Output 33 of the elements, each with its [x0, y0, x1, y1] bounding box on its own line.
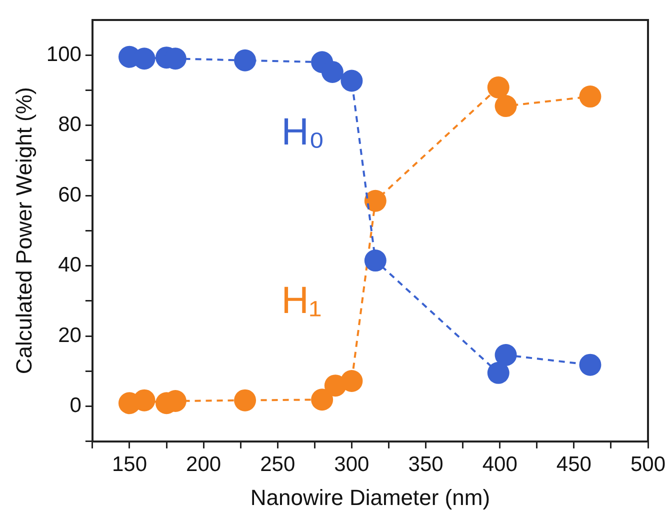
point [321, 60, 344, 83]
x-axis-title: Nanowire Diameter (nm) [250, 484, 490, 510]
point [579, 354, 602, 376]
x-tick-label: 400 [482, 452, 518, 476]
series-label: H₀ [281, 111, 325, 154]
point [340, 70, 363, 92]
x-tick-label: 450 [556, 452, 592, 476]
x-tick-label: 250 [260, 452, 296, 476]
x-tick-label: 350 [408, 452, 444, 476]
y-tick-label: 100 [46, 42, 82, 66]
point [494, 344, 517, 366]
point [494, 95, 517, 118]
point [364, 250, 386, 272]
y-tick-label: 60 [58, 183, 82, 206]
point [340, 370, 363, 392]
y-axis-title: Calculated Power Weight (%) [11, 87, 36, 374]
series-label: H₁ [281, 280, 322, 322]
point [487, 362, 510, 384]
point [234, 389, 256, 412]
point [364, 190, 386, 212]
y-tick-label: 40 [58, 254, 82, 277]
x-tick-label: 500 [630, 452, 666, 476]
y-tick-label: 20 [58, 324, 82, 347]
point [487, 76, 510, 98]
x-tick-label: 200 [186, 452, 222, 476]
point [311, 388, 334, 411]
x-tick-label: 150 [112, 452, 147, 476]
point [133, 389, 156, 412]
point [234, 49, 256, 72]
y-tick-label: 80 [58, 113, 82, 136]
x-tick-label: 300 [334, 452, 370, 476]
y-tick-label: 0 [70, 394, 82, 418]
point [579, 86, 602, 108]
